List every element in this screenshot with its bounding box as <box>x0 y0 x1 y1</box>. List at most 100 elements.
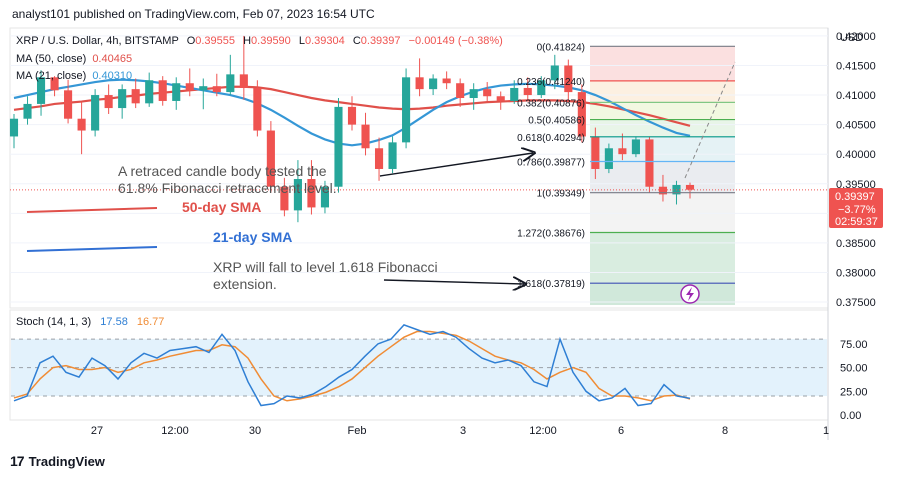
symbol-title: XRP / U.S. Dollar, 4h, BITSTAMP <box>16 35 179 47</box>
price-tick-label: 0.41000 <box>836 90 876 102</box>
candle-body <box>172 83 181 101</box>
candle-body <box>496 96 505 101</box>
change-value: −0.00149 (−0.38%) <box>409 35 503 47</box>
candle-body <box>537 80 546 96</box>
sma21-label: 21-day SMA <box>213 229 292 245</box>
candle-body <box>9 118 19 137</box>
candle-body <box>645 139 654 187</box>
ma21-line <box>13 78 691 147</box>
lightning-icon[interactable] <box>680 284 700 304</box>
price-tick-label: 0.41500 <box>836 60 876 72</box>
ma21-label: MA (21, close) <box>16 70 86 82</box>
fib-zone <box>590 136 735 162</box>
fibonacci-lines: 0(0.41824) 0.236(0.41240) 0.382(0.40876) 0.… <box>517 42 735 290</box>
svg-text:XRP / U.S. Dollar, 4h, BITSTAM: XRP / U.S. Dollar, 4h, BITSTAMP O0.39555… <box>16 35 503 47</box>
candle-body <box>658 186 668 195</box>
time-tick-label: 1 <box>823 425 829 437</box>
close-value: 0.39397 <box>361 35 401 47</box>
stoch-label: Stoch (14, 1, 3) <box>16 316 91 328</box>
candle-body <box>91 95 100 131</box>
tradingview-logo-icon: 17 <box>10 453 25 469</box>
ma50-value: 0.40465 <box>92 53 132 65</box>
candle-body <box>456 83 465 99</box>
candle-body <box>226 74 235 93</box>
fibonacci-zones <box>590 46 735 305</box>
candle-body <box>631 139 640 155</box>
annotations: A retraced candle body tested the 61.8% … <box>26 153 533 292</box>
svg-text:Stoch (14, 1, 3) 17.58: Stoch (14, 1, 3) 17.58 16.77 <box>16 316 164 328</box>
candle-body <box>212 86 221 93</box>
stoch-tick-label: 0.00 <box>840 410 861 422</box>
fib-label: 0.382(0.40876) <box>517 98 585 109</box>
fib-label: 0.5(0.40586) <box>528 116 585 127</box>
candle-body <box>334 106 343 187</box>
open-value: 0.39555 <box>195 35 235 47</box>
price-tick-label: 0.38500 <box>836 238 876 250</box>
candle-body <box>442 78 451 84</box>
candle-body <box>199 86 208 91</box>
candle-body <box>253 87 262 131</box>
low-value: 0.39304 <box>305 35 345 47</box>
bar-countdown: 02:59:37 <box>835 216 878 228</box>
candlestick-series <box>9 35 695 223</box>
time-tick-label: 27 <box>91 425 103 437</box>
stoch-k-value: 17.58 <box>100 316 128 328</box>
sma21-legend-line <box>26 246 158 252</box>
low-label: L <box>299 35 305 47</box>
fib-zone <box>590 46 735 81</box>
candle-body <box>307 179 316 208</box>
publisher-header: analyst101 published on TradingView.com,… <box>12 7 375 21</box>
price-tick-label: 0.40500 <box>836 120 876 132</box>
fall-text-line2: extension. <box>213 276 277 292</box>
time-axis[interactable]: 27 12:00 30 Feb 3 12:00 6 8 1 <box>91 425 829 437</box>
time-tick-label: 12:00 <box>529 425 557 437</box>
ma21-value: 0.40310 <box>92 70 132 82</box>
open-label: O <box>187 35 196 47</box>
price-axis-unit: USD <box>840 32 863 44</box>
candle-body <box>347 106 357 125</box>
candle-body <box>550 65 559 81</box>
candle-body <box>523 87 532 96</box>
stoch-legend: Stoch (14, 1, 3) 17.58 16.77 <box>16 316 164 328</box>
stoch-tick-label: 25.00 <box>840 386 868 398</box>
candle-body <box>415 77 424 90</box>
fib-zone <box>590 102 735 120</box>
candle-body <box>118 89 127 109</box>
fib-label: 0.236(0.41240) <box>517 77 585 88</box>
candle-body <box>685 184 695 190</box>
candle-body <box>239 74 248 88</box>
close-label: C <box>353 35 361 47</box>
svg-text:MA (50, close)0.40465: MA (50, close) 0.40465 <box>16 53 132 65</box>
candle-body <box>158 80 167 101</box>
candle-body <box>429 78 438 90</box>
fib-label: 0(0.41824) <box>537 42 585 53</box>
svg-text:MA (21, close)0.40310: MA (21, close) 0.40310 <box>16 70 132 82</box>
time-tick-label: Feb <box>348 425 367 437</box>
time-tick-label: 6 <box>618 425 624 437</box>
stoch-tick-label: 50.00 <box>840 363 868 375</box>
fib-label: 0.786(0.39877) <box>517 157 585 168</box>
candle-body <box>469 89 478 99</box>
candle-body <box>145 80 154 104</box>
price-axis[interactable]: USD 0.42000 0.41500 0.41000 0.40500 0.40000 0… <box>836 31 876 309</box>
candle-body <box>266 130 275 187</box>
candle-body <box>564 65 573 93</box>
fib-label: 1.272(0.38676) <box>517 228 585 239</box>
symbol-legend: XRP / U.S. Dollar, 4h, BITSTAMP O0.39555… <box>16 35 503 82</box>
projection-dashed-line <box>684 61 736 179</box>
stoch-d-line <box>13 330 691 402</box>
retrace-text-line2: 61.8% Fibonacci retracement level. <box>118 180 337 196</box>
stoch-axis[interactable]: 75.00 50.00 25.00 0.00 <box>840 339 868 422</box>
candle-body <box>591 136 600 169</box>
high-label: H <box>243 35 251 47</box>
brand-footer[interactable]: 17 TradingView <box>10 453 105 469</box>
price-tick-label: 0.39500 <box>836 179 876 191</box>
price-grid <box>10 35 828 303</box>
fib-zone <box>590 232 735 284</box>
stoch-tick-label: 75.00 <box>840 339 868 351</box>
stoch-d-value: 16.77 <box>137 316 165 328</box>
candle-body <box>23 103 32 119</box>
last-price-value: 0.39397 <box>835 191 875 203</box>
candle-body <box>131 89 140 104</box>
